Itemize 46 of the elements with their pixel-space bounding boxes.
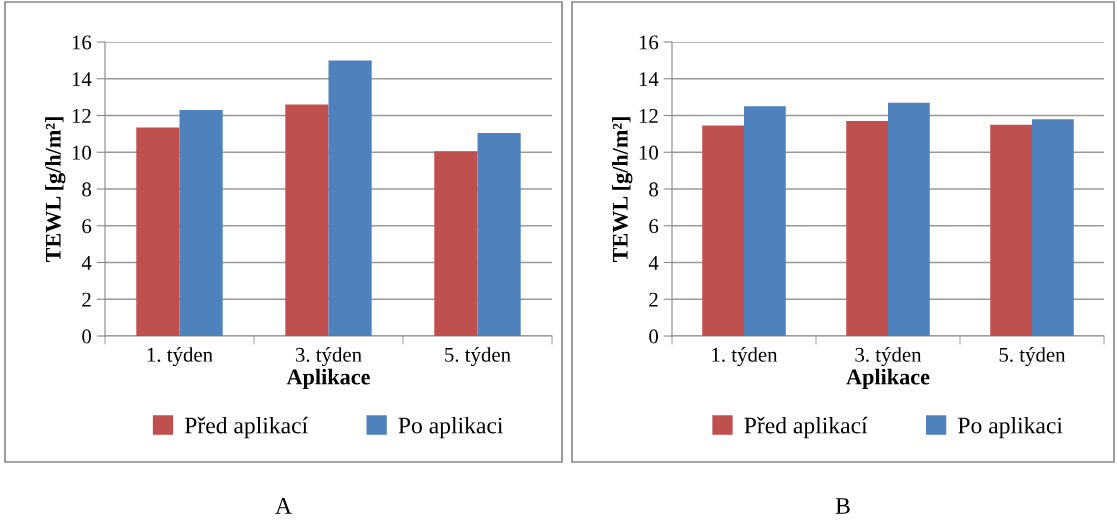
y-tick-label: 4 [81, 256, 92, 270]
y-tick-label: 16 [639, 35, 659, 50]
bar [1032, 119, 1074, 336]
bar [744, 106, 786, 336]
bar [434, 151, 478, 336]
y-tick-label: 2 [649, 292, 658, 307]
bar [477, 132, 521, 336]
bar [285, 104, 329, 336]
legend-label: Po aplikaci [398, 416, 503, 439]
y-tick-label: 8 [649, 182, 659, 197]
bar [179, 109, 223, 336]
y-tick-label: 14 [639, 72, 659, 86]
x-tick-label: 3. týden [295, 347, 362, 367]
bar [328, 60, 372, 336]
legend-label: Před aplikací [184, 416, 308, 439]
x-tick-label: 1. týden [147, 347, 213, 367]
y-tick-label: 2 [82, 292, 91, 307]
text: A [275, 498, 292, 514]
y-tick-label: 14 [72, 72, 92, 86]
x-tick-label: 5. týden [999, 347, 1066, 367]
x-axis-title: Aplikace [846, 368, 930, 390]
y-axis-title: TEWL [g/h/m²] [612, 117, 633, 263]
bar [846, 121, 888, 336]
y-tick-label: 4 [648, 256, 659, 270]
x-tick-label: 3. týden [855, 347, 922, 367]
bar [888, 102, 930, 336]
bar [702, 125, 744, 336]
y-tick-label: 10 [72, 145, 92, 160]
legend-label: Před aplikací [744, 416, 868, 439]
y-tick-label: 8 [82, 182, 92, 197]
bar [136, 127, 180, 336]
y-tick-label: 6 [649, 219, 659, 234]
y-tick-label: 0 [649, 329, 659, 344]
y-tick-label: 0 [82, 329, 92, 344]
text: B [835, 498, 850, 514]
bar [990, 124, 1032, 336]
x-tick-label: 1. týden [712, 347, 778, 367]
legend-label: Po aplikaci [958, 416, 1063, 439]
y-tick-label: 12 [639, 108, 658, 123]
y-tick-label: 10 [639, 145, 659, 160]
y-axis-title: TEWL [g/h/m²] [45, 117, 66, 263]
x-tick-label: 5. týden [445, 347, 511, 367]
y-tick-label: 6 [82, 219, 92, 234]
y-tick-label: 16 [72, 35, 92, 50]
y-tick-label: 12 [72, 108, 91, 123]
x-axis-title: Aplikace [286, 368, 370, 390]
